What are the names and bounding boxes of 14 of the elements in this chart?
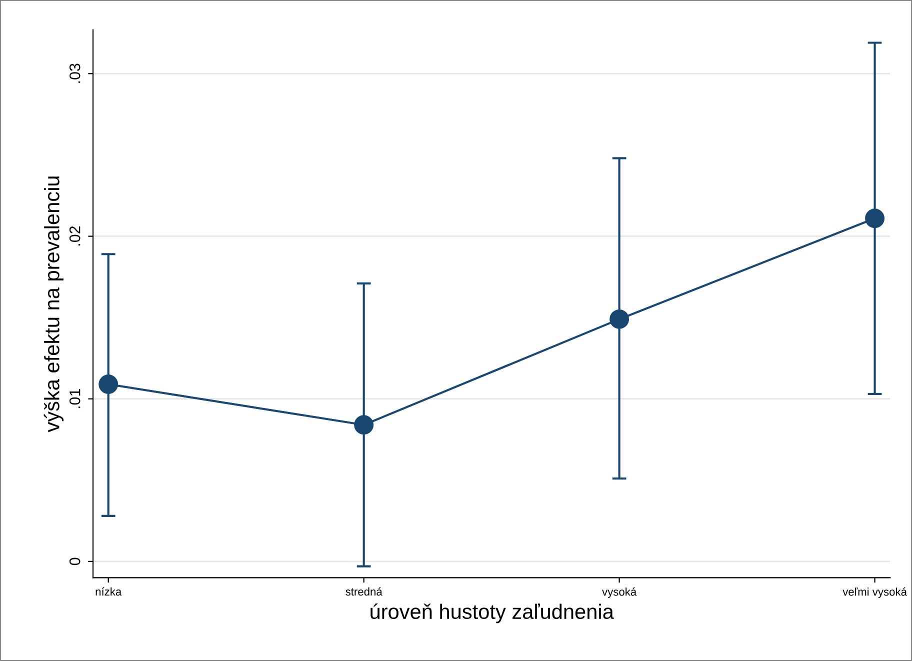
y-tick-label: .01 xyxy=(69,388,80,408)
y-tick-label: .02 xyxy=(69,226,80,246)
x-axis-title: úroveň hustoty zaľudnenia xyxy=(370,603,614,624)
point xyxy=(354,415,374,435)
x-tick-label: nízka xyxy=(96,587,122,596)
y-tick-label: 0 xyxy=(69,558,80,566)
x-tick-label: stredná xyxy=(346,587,382,596)
x-tick-label: vysoká xyxy=(602,587,637,598)
point xyxy=(865,208,885,228)
point xyxy=(610,309,630,329)
y-axis-title: výška efektu na prevalenciu xyxy=(44,176,64,432)
x-tick-label: veľmi vysoká xyxy=(842,587,907,598)
y-tick-label: .03 xyxy=(69,64,80,83)
point xyxy=(98,374,118,394)
